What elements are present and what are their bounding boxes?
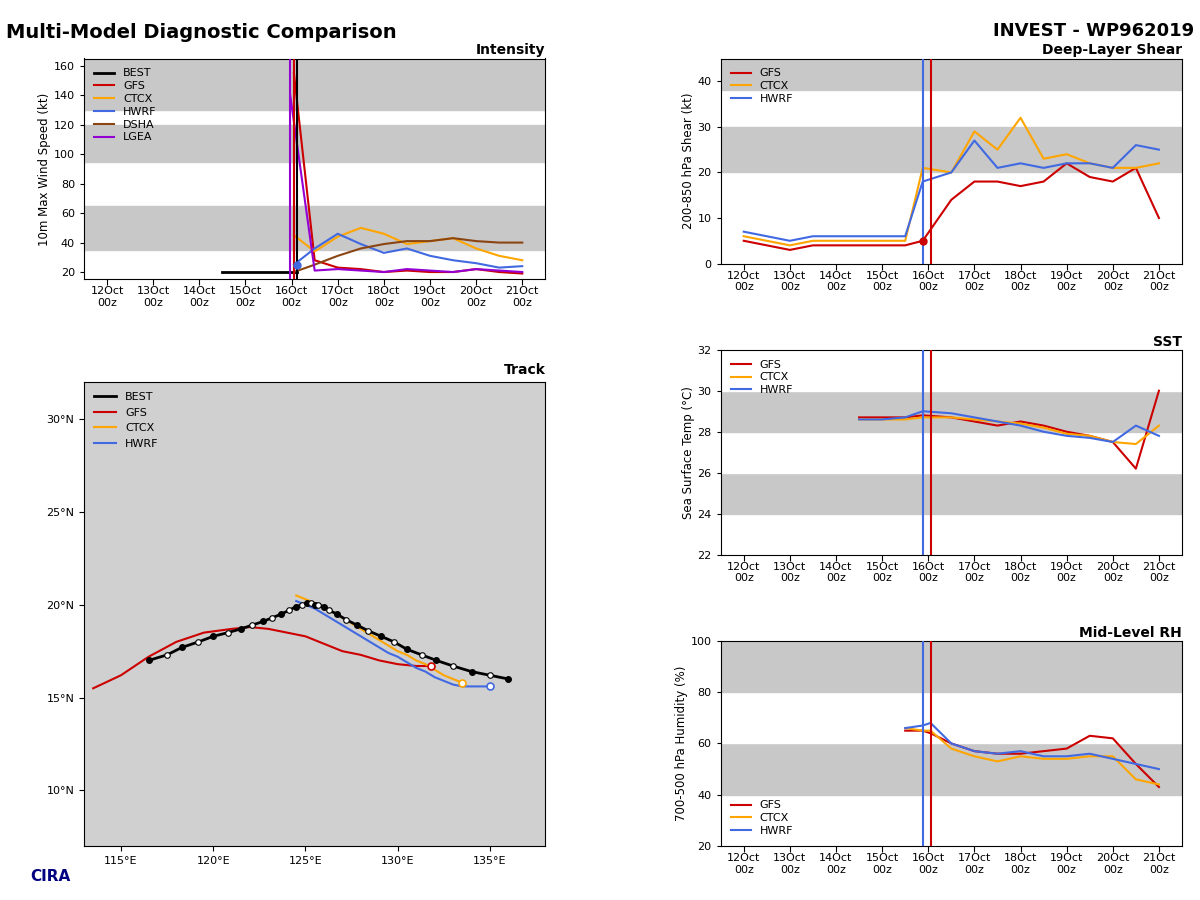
Y-axis label: 700-500 hPa Humidity (%): 700-500 hPa Humidity (%) <box>674 666 688 821</box>
Bar <box>721 391 1182 432</box>
Bar <box>721 432 1182 473</box>
Bar <box>84 206 545 250</box>
Legend: BEST, GFS, CTCX, HWRF: BEST, GFS, CTCX, HWRF <box>90 388 163 454</box>
Bar <box>721 472 1182 514</box>
Bar <box>721 432 1182 473</box>
Bar <box>721 350 1182 391</box>
Text: SST: SST <box>1153 335 1182 348</box>
Text: Track: Track <box>504 363 545 377</box>
Bar <box>721 514 1182 554</box>
Text: Deep-Layer Shear: Deep-Layer Shear <box>1042 43 1182 58</box>
Bar <box>721 514 1182 554</box>
Bar <box>721 743 1182 795</box>
Bar <box>84 58 545 110</box>
Legend: GFS, CTCX, HWRF: GFS, CTCX, HWRF <box>726 796 798 841</box>
Text: Mid-Level RH: Mid-Level RH <box>1079 626 1182 640</box>
Text: Multi-Model Diagnostic Comparison: Multi-Model Diagnostic Comparison <box>6 22 397 41</box>
Bar <box>721 641 1182 692</box>
Bar <box>84 125 545 162</box>
Legend: GFS, CTCX, HWRF: GFS, CTCX, HWRF <box>726 64 798 109</box>
Bar <box>721 350 1182 391</box>
Bar <box>721 58 1182 90</box>
Text: Intensity: Intensity <box>476 43 545 58</box>
Y-axis label: Sea Surface Temp (°C): Sea Surface Temp (°C) <box>682 386 695 518</box>
Bar <box>721 692 1182 743</box>
Bar <box>721 795 1182 846</box>
Bar <box>721 127 1182 173</box>
Y-axis label: 10m Max Wind Speed (kt): 10m Max Wind Speed (kt) <box>38 93 52 246</box>
Legend: GFS, CTCX, HWRF: GFS, CTCX, HWRF <box>726 356 798 400</box>
Legend: BEST, GFS, CTCX, HWRF, DSHA, LGEA: BEST, GFS, CTCX, HWRF, DSHA, LGEA <box>90 64 161 147</box>
Text: CIRA: CIRA <box>30 868 71 884</box>
Bar <box>721 472 1182 514</box>
Text: INVEST - WP962019: INVEST - WP962019 <box>992 22 1194 40</box>
Y-axis label: 200-850 hPa Shear (kt): 200-850 hPa Shear (kt) <box>682 93 695 230</box>
Bar <box>721 391 1182 432</box>
